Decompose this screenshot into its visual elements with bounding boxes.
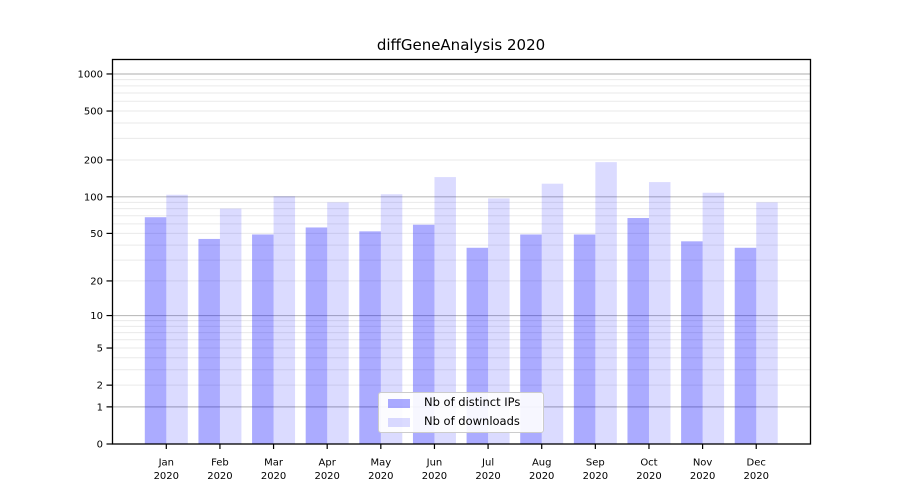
x-tick-label-month: Jan — [158, 458, 174, 469]
y-tick-label: 200 — [84, 155, 103, 166]
x-tick-label-year: 2020 — [636, 471, 661, 482]
x-tick-label-month: Jul — [481, 458, 494, 469]
bar-ips-nov — [681, 241, 703, 444]
x-tick-label-month: Jun — [426, 458, 443, 469]
bar-downloads-feb — [219, 208, 242, 444]
bar-downloads-mar — [273, 196, 296, 444]
x-tick-label-year: 2020 — [207, 471, 232, 482]
bar-downloads-jul — [488, 198, 510, 444]
y-tick-label: 500 — [84, 107, 103, 118]
x-tick-label-year: 2020 — [744, 471, 769, 482]
legend-swatch-downloads — [388, 417, 410, 427]
bar-downloads-aug — [541, 183, 564, 445]
bar-ips-jan — [144, 217, 167, 444]
legend-label-downloads: Nb of downloads — [424, 414, 520, 429]
y-tick-label: 10 — [90, 311, 103, 322]
x-tick-label-year: 2020 — [529, 471, 554, 482]
x-tick-label-month: Aug — [532, 458, 552, 469]
y-tick-label: 50 — [90, 229, 103, 240]
legend: Nb of distinct IPs Nb of downloads — [378, 392, 544, 433]
bar-ips-apr — [305, 227, 328, 444]
bar-downloads-apr — [327, 202, 349, 444]
x-tick-label-year: 2020 — [422, 471, 447, 482]
bar-downloads-jun — [434, 177, 456, 444]
x-tick-label-month: Mar — [264, 458, 284, 469]
y-tick-label: 1 — [97, 402, 103, 413]
bar-downloads-sep — [595, 162, 617, 444]
legend-label-distinct-ips: Nb of distinct IPs — [424, 395, 521, 410]
x-tick-label-year: 2020 — [583, 471, 608, 482]
x-tick-label-month: Nov — [693, 458, 713, 469]
x-tick-label-year: 2020 — [154, 471, 179, 482]
legend-item-downloads: Nb of downloads — [388, 414, 543, 431]
bar-ips-may — [359, 231, 381, 444]
x-tick-label-year: 2020 — [261, 471, 286, 482]
x-tick-label-year: 2020 — [368, 471, 393, 482]
y-tick-label: 1000 — [78, 69, 103, 80]
x-tick-label-month: May — [370, 458, 391, 469]
legend-swatch-distinct-ips — [388, 398, 410, 408]
bar-ips-aug — [520, 234, 542, 444]
bar-ips-oct — [627, 218, 649, 444]
y-tick-label: 5 — [97, 344, 103, 355]
y-tick-label: 0 — [97, 440, 103, 451]
x-tick-label-month: Dec — [747, 458, 766, 469]
bar-downloads-dec — [756, 202, 778, 444]
x-tick-label-year: 2020 — [690, 471, 715, 482]
bar-ips-jun — [412, 224, 435, 444]
bar-ips-dec — [734, 247, 757, 444]
x-tick-label-month: Feb — [211, 458, 229, 469]
y-tick-label: 20 — [90, 276, 103, 287]
plot-border — [111, 58, 812, 445]
bar-downloads-nov — [702, 192, 725, 444]
legend-item-distinct-ips: Nb of distinct IPs — [388, 395, 543, 412]
x-tick-label-year: 2020 — [475, 471, 500, 482]
bar-downloads-may — [380, 194, 403, 444]
bar-downloads-oct — [648, 182, 671, 444]
bar-ips-sep — [573, 234, 596, 444]
x-tick-label-year: 2020 — [314, 471, 339, 482]
y-tick-label: 2 — [97, 381, 103, 392]
bar-ips-mar — [252, 234, 274, 444]
chart-title: diffGeneAnalysis 2020 — [376, 36, 546, 54]
bar-ips-feb — [198, 238, 220, 444]
x-tick-label-month: Apr — [319, 458, 337, 469]
x-tick-label-month: Oct — [640, 458, 657, 469]
x-tick-label-month: Sep — [586, 458, 605, 469]
y-tick-label: 100 — [84, 192, 103, 203]
bar-downloads-jan — [166, 194, 188, 444]
